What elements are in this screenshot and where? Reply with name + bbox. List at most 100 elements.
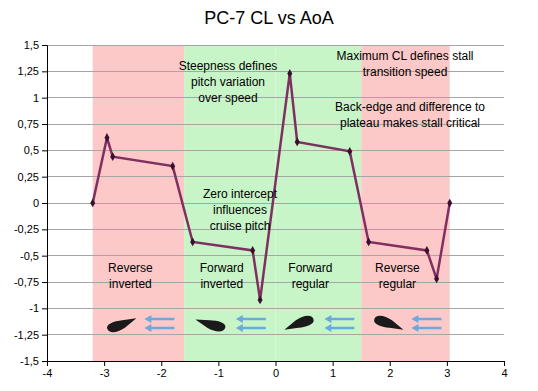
data-point	[90, 199, 95, 208]
tick-label: -1	[29, 302, 39, 314]
airfoil-icon	[282, 314, 315, 334]
tick-label: -1,5	[20, 355, 39, 367]
tick: -1	[29, 302, 47, 314]
axis-line	[48, 362, 505, 367]
tick: 0,75	[18, 118, 47, 130]
annotation-line: plateau makes stall critical	[340, 116, 480, 130]
region-label-line: Reverse	[375, 261, 420, 275]
tick: 1	[330, 361, 336, 379]
tick: -0,25	[14, 223, 47, 235]
grid-line	[47, 334, 504, 335]
data-point	[295, 138, 300, 147]
tick: -0,75	[14, 276, 47, 288]
grid-line	[47, 45, 504, 46]
tick: -3	[100, 361, 110, 379]
region-label-line: regular	[292, 277, 329, 291]
tick-mark	[42, 45, 47, 46]
annotation-line: influences	[213, 203, 267, 217]
annotation-line: over speed	[198, 91, 257, 105]
tick: 1,25	[18, 65, 47, 77]
tick-mark	[42, 71, 47, 72]
annotation-line: Back-edge and difference to	[335, 100, 485, 114]
tick-mark	[447, 361, 448, 366]
tick-label: 0,5	[24, 144, 39, 156]
airfoil-icon	[106, 314, 139, 334]
tick-label: 0	[33, 197, 39, 209]
tick-mark	[161, 361, 162, 366]
grid	[47, 45, 504, 361]
grid-line	[47, 203, 504, 204]
tick-mark	[42, 98, 47, 99]
wind-arrow-head	[324, 315, 331, 323]
region-label-line: Forward	[200, 261, 244, 275]
grid-line	[47, 97, 504, 98]
data-point	[434, 274, 439, 283]
tick-mark	[390, 361, 391, 366]
tick: 4	[501, 361, 507, 379]
wind-arrow-head	[411, 315, 418, 323]
wind-arrow-head	[236, 315, 243, 323]
tick-label: 4	[501, 367, 507, 379]
tick: 0	[273, 361, 279, 379]
data-point	[104, 133, 109, 142]
annotation: Steepness definespitch variationover spe…	[179, 59, 278, 105]
wind-arrow	[148, 327, 174, 330]
tick: 1	[33, 92, 47, 104]
wind-arrow-head	[236, 324, 243, 332]
tick-label: -0,75	[14, 276, 39, 288]
data-point	[250, 246, 255, 255]
tick-label: 0,75	[18, 118, 39, 130]
annotation: Zero intercept influences cruise pitch	[203, 187, 278, 233]
tick-label: -1,25	[14, 329, 39, 341]
data-point	[170, 162, 175, 171]
tick: 3	[444, 361, 450, 379]
title: PC-7 CL vs AoA	[204, 8, 333, 28]
region-label: Forwardinverted	[200, 261, 244, 291]
tick-label: 0	[273, 367, 279, 379]
region-label: Reverse inverted	[108, 261, 153, 291]
wind-arrow	[240, 327, 266, 330]
tick: 0,5	[24, 144, 47, 156]
tick: -0,5	[20, 250, 47, 262]
grid-line	[47, 150, 504, 151]
tick-label: -4	[43, 367, 53, 379]
tick: -4	[43, 361, 53, 379]
region-label-line: Forward	[288, 261, 332, 275]
annotation-line: Zero intercept	[203, 187, 278, 201]
tick-mark	[42, 203, 47, 204]
x-axis: -4-3-2-101234	[43, 361, 508, 379]
tick: -1,5	[20, 355, 47, 367]
airfoil-icon	[194, 315, 227, 333]
y-axis: -1,5-1,25-1-0,75-0,5-0,2500,250,50,7511,…	[14, 39, 48, 367]
wind-arrow-head	[144, 315, 151, 323]
annotation: Back-edge and difference to plateau makes…	[335, 100, 485, 130]
region-label: Reverse regular	[375, 261, 420, 291]
region-label-line: regular	[379, 277, 416, 291]
tick-label: -3	[100, 367, 110, 379]
tick-mark	[42, 308, 47, 309]
data-point	[447, 199, 452, 208]
annotation-line: Steepness defines	[179, 59, 278, 73]
wind-arrow	[415, 318, 441, 321]
tick-label: -0,5	[20, 250, 39, 262]
wind-arrow	[148, 318, 174, 321]
wind-arrow-head	[144, 324, 151, 332]
annotation-line: transition speed	[363, 65, 448, 79]
tick-mark	[42, 256, 47, 257]
axis-line	[42, 46, 48, 362]
data-point	[258, 296, 263, 305]
grid-line	[47, 255, 504, 256]
data-point	[366, 238, 371, 247]
annotation-line: cruise pitch	[210, 219, 271, 233]
tick-mark	[42, 150, 47, 151]
tick-label: 1	[330, 367, 336, 379]
region-label-line: inverted	[109, 277, 152, 291]
tick: 0	[33, 197, 47, 209]
tick-label: 1,5	[24, 39, 39, 51]
tick-mark	[276, 361, 277, 366]
tick-label: 1,25	[18, 65, 39, 77]
tick-label: 3	[444, 367, 450, 379]
region-label-line: Reverse	[108, 261, 153, 275]
data-point	[190, 238, 195, 247]
wind-arrow	[415, 327, 441, 330]
